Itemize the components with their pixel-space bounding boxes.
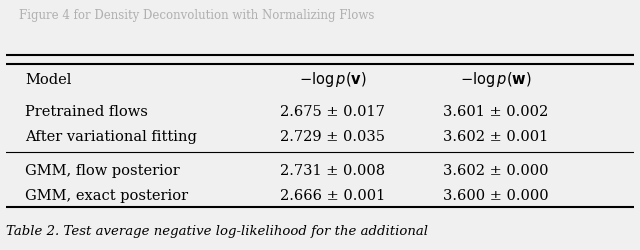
Text: Model: Model (25, 72, 72, 86)
Text: 2.729 ± 0.035: 2.729 ± 0.035 (280, 130, 385, 143)
Text: $-\log p(\mathbf{v})$: $-\log p(\mathbf{v})$ (299, 70, 367, 89)
Text: 3.601 ± 0.002: 3.601 ± 0.002 (443, 105, 548, 119)
Text: 2.731 ± 0.008: 2.731 ± 0.008 (280, 164, 385, 177)
Text: GMM, exact posterior: GMM, exact posterior (25, 188, 188, 202)
Text: After variational fitting: After variational fitting (25, 130, 197, 143)
Text: 3.602 ± 0.001: 3.602 ± 0.001 (443, 130, 548, 143)
Text: $-\log p(\mathbf{w})$: $-\log p(\mathbf{w})$ (460, 70, 532, 89)
Text: 3.600 ± 0.000: 3.600 ± 0.000 (443, 188, 548, 202)
Text: 2.675 ± 0.017: 2.675 ± 0.017 (280, 105, 385, 119)
Text: 3.602 ± 0.000: 3.602 ± 0.000 (443, 164, 548, 177)
Text: GMM, flow posterior: GMM, flow posterior (25, 164, 180, 177)
Text: Figure 4 for Density Deconvolution with Normalizing Flows: Figure 4 for Density Deconvolution with … (19, 10, 374, 22)
Text: Pretrained flows: Pretrained flows (25, 105, 148, 119)
Text: Table 2. Test average negative log-likelihood for the additional: Table 2. Test average negative log-likel… (6, 224, 428, 237)
Text: 2.666 ± 0.001: 2.666 ± 0.001 (280, 188, 385, 202)
